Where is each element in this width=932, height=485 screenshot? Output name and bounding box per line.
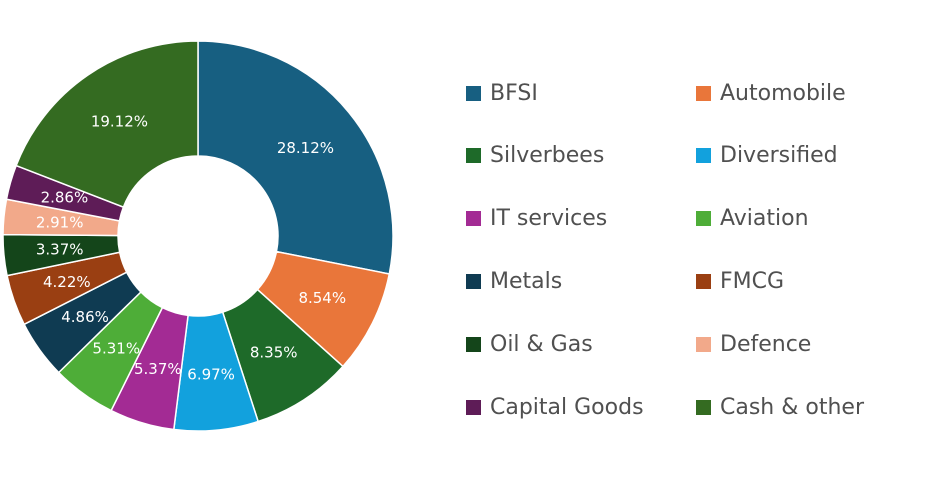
legend-item-cash-and-other: Cash & other bbox=[696, 393, 864, 421]
donut-chart-svg: 28.12% 8.54% 8.35% 6.97% 5.37% 5.31% 4.86% 4.22… bbox=[2, 40, 394, 432]
donut-chart: 28.12% 8.54% 8.35% 6.97% 5.37% 5.31% 4.86% 4.22… bbox=[0, 0, 400, 485]
slice-label-it-services: 5.37% bbox=[134, 360, 182, 378]
slice-label-cash-and-other: 19.12% bbox=[91, 112, 148, 130]
legend-item-fmcg: FMCG bbox=[696, 267, 784, 295]
legend-label: Capital Goods bbox=[490, 394, 644, 420]
legend-item-defence: Defence bbox=[696, 330, 811, 358]
slice-label-aviation: 5.31% bbox=[92, 339, 140, 357]
legend-label: IT services bbox=[490, 206, 608, 232]
slice-label-capital-goods: 2.86% bbox=[41, 189, 89, 207]
slice-cash-and-other bbox=[15, 40, 199, 209]
legend-swatch bbox=[466, 336, 481, 352]
slice-label-automobile: 8.54% bbox=[298, 289, 346, 307]
legend-swatch bbox=[696, 336, 711, 352]
legend-swatch bbox=[696, 273, 711, 289]
slice-label-diversified: 6.97% bbox=[187, 365, 235, 383]
legend-item-metals: Metals bbox=[466, 267, 562, 295]
legend-swatch bbox=[696, 85, 711, 101]
legend-label: Metals bbox=[490, 268, 563, 294]
slice-bfsi bbox=[197, 40, 394, 275]
legend-swatch bbox=[466, 85, 481, 101]
legend-item-it-services: IT services bbox=[466, 205, 607, 233]
legend-label: FMCG bbox=[720, 268, 785, 294]
legend-label: Defence bbox=[720, 331, 812, 357]
chart-legend: BFSI Automobile Silverbees Diversified IT se… bbox=[466, 73, 906, 433]
slice-label-metals: 4.86% bbox=[61, 308, 109, 326]
legend-swatch bbox=[696, 148, 711, 164]
legend-swatch bbox=[466, 273, 481, 289]
legend-label: BFSI bbox=[490, 80, 538, 106]
slice-label-bfsi: 28.12% bbox=[277, 139, 334, 157]
legend-swatch bbox=[466, 211, 481, 227]
legend-swatch bbox=[696, 399, 711, 415]
legend-item-diversified: Diversified bbox=[696, 142, 838, 170]
legend-item-capital-goods: Capital Goods bbox=[466, 393, 644, 421]
legend-item-silverbees: Silverbees bbox=[466, 142, 604, 170]
slice-label-oil-and-gas: 3.37% bbox=[36, 241, 84, 259]
legend-label: Aviation bbox=[720, 206, 809, 232]
legend-item-oil-and-gas: Oil & Gas bbox=[466, 330, 593, 358]
legend-item-aviation: Aviation bbox=[696, 205, 809, 233]
legend-item-automobile: Automobile bbox=[696, 79, 846, 107]
legend-swatch bbox=[696, 211, 711, 227]
slice-label-defence: 2.91% bbox=[36, 213, 84, 231]
slice-label-fmcg: 4.22% bbox=[43, 273, 91, 291]
legend-swatch bbox=[466, 399, 481, 415]
legend-label: Diversified bbox=[720, 143, 838, 169]
legend-item-bfsi: BFSI bbox=[466, 79, 538, 107]
slice-label-silverbees: 8.35% bbox=[250, 344, 298, 362]
legend-label: Oil & Gas bbox=[490, 331, 593, 357]
legend-label: Silverbees bbox=[490, 143, 605, 169]
legend-swatch bbox=[466, 148, 481, 164]
legend-label: Automobile bbox=[720, 80, 846, 106]
legend-label: Cash & other bbox=[720, 394, 864, 420]
